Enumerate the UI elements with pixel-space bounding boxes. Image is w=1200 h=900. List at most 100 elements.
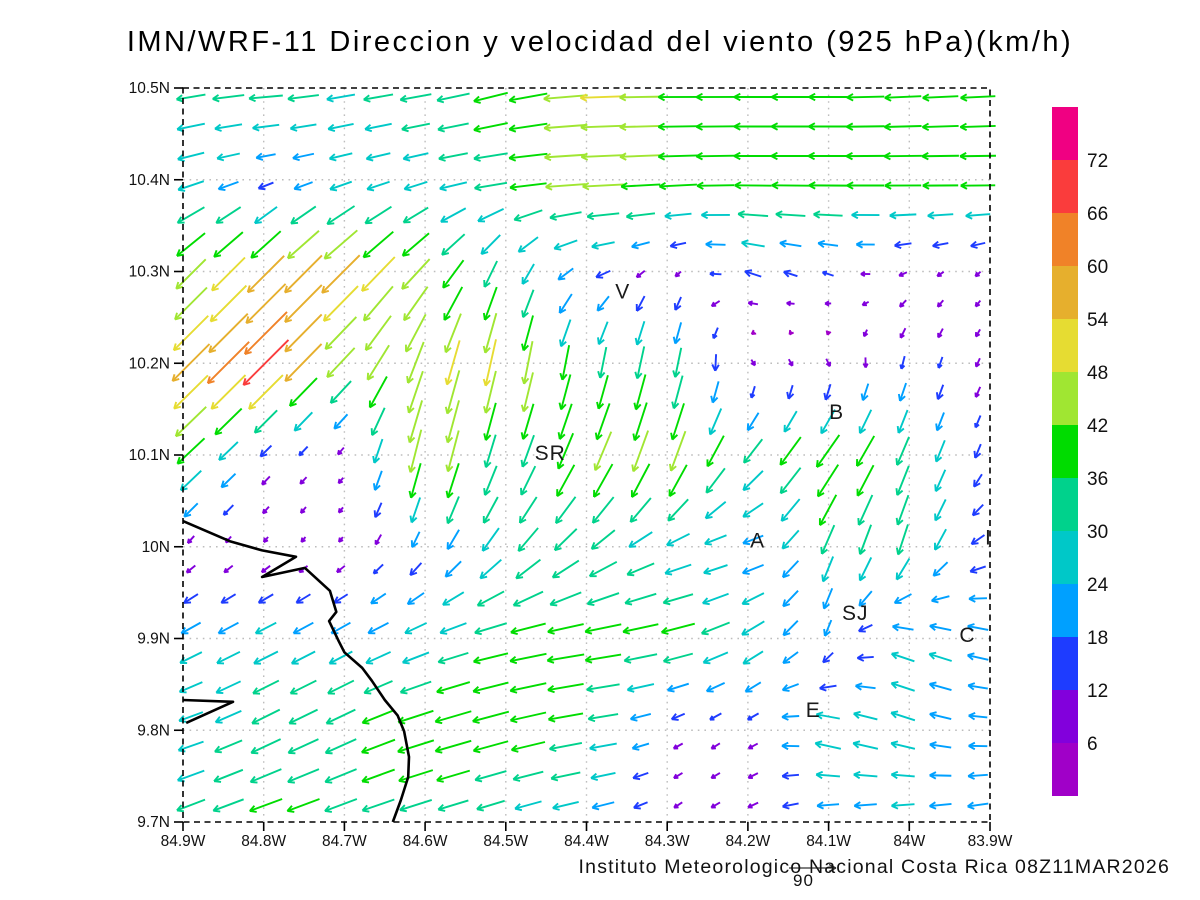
coastline-main bbox=[182, 519, 411, 823]
y-tick-label: 9.9N bbox=[137, 631, 170, 648]
station-labels: V B SR A SJ C E I bbox=[535, 281, 991, 722]
wind-arrow bbox=[445, 430, 460, 473]
chart-title: IMN/WRF-11 Direccion y velocidad del vie… bbox=[126, 26, 1074, 58]
wind-arrow bbox=[934, 469, 947, 492]
wind-arrow bbox=[402, 651, 430, 665]
wind-arrow bbox=[442, 259, 465, 289]
wind-arrow bbox=[590, 771, 616, 781]
wind-arrow bbox=[632, 402, 648, 442]
wind-arrow bbox=[547, 683, 584, 694]
wind-arrow bbox=[587, 713, 619, 723]
wind-arrow bbox=[260, 565, 271, 574]
wind-arrow bbox=[929, 741, 952, 750]
wind-arrow bbox=[782, 620, 799, 637]
station-label-e: E bbox=[806, 699, 821, 722]
wind-arrow bbox=[287, 738, 319, 755]
wind-arrow bbox=[558, 374, 572, 411]
wind-arrow bbox=[892, 623, 914, 632]
wind-arrow bbox=[517, 236, 539, 253]
wind-arrow bbox=[747, 300, 759, 307]
wind-arrow bbox=[550, 771, 581, 782]
wind-arrow bbox=[408, 462, 422, 499]
wind-arrow bbox=[324, 738, 357, 755]
wind-arrow bbox=[329, 180, 353, 192]
wind-arrow bbox=[172, 315, 209, 352]
colorbar-label: 60 bbox=[1087, 257, 1108, 278]
wind-arrow bbox=[593, 463, 614, 498]
wind-arrow bbox=[709, 712, 722, 721]
wind-arrow bbox=[702, 651, 729, 665]
wind-arrow bbox=[549, 591, 582, 607]
coastline bbox=[182, 519, 411, 823]
wind-arrow bbox=[672, 322, 683, 345]
wind-arrow bbox=[895, 436, 910, 466]
wind-arrow bbox=[822, 587, 834, 610]
wind-arrow bbox=[780, 498, 801, 522]
wind-arrow bbox=[444, 560, 462, 578]
wind-arrow bbox=[673, 772, 683, 780]
wind-arrow bbox=[695, 122, 736, 131]
wind-arrow bbox=[857, 494, 874, 526]
wind-arrow bbox=[253, 409, 278, 434]
wind-arrow bbox=[742, 650, 764, 665]
wind-arrow bbox=[509, 182, 547, 192]
y-tick-label: 9.8N bbox=[137, 722, 170, 739]
wind-arrow bbox=[368, 376, 388, 409]
y-tick-label: 10.5N bbox=[129, 80, 170, 97]
wind-arrow bbox=[180, 621, 202, 635]
wind-arrow bbox=[934, 439, 946, 463]
wind-arrow bbox=[860, 271, 871, 277]
wind-arrow bbox=[171, 343, 211, 382]
wind-arrow bbox=[436, 681, 471, 695]
wind-arrow bbox=[586, 211, 620, 221]
wind-arrow bbox=[250, 738, 282, 755]
wind-arrow bbox=[935, 384, 945, 400]
wind-arrow bbox=[630, 463, 651, 498]
wind-arrow bbox=[899, 355, 906, 370]
wind-arrow bbox=[579, 93, 627, 102]
wind-arrow bbox=[242, 339, 290, 386]
wind-arrow bbox=[862, 329, 869, 338]
wind-arrow bbox=[862, 357, 869, 369]
coastline-cape bbox=[182, 698, 235, 725]
wind-arrow bbox=[402, 206, 429, 224]
wind-arrow bbox=[215, 680, 242, 695]
wind-arrow bbox=[746, 412, 760, 432]
wind-arrow bbox=[176, 122, 205, 133]
wind-arrow bbox=[821, 556, 835, 583]
wind-arrow bbox=[823, 619, 833, 637]
wind-arrow bbox=[473, 91, 508, 104]
station-label-a: A bbox=[750, 529, 765, 552]
wind-arrow bbox=[890, 740, 916, 750]
wind-arrow bbox=[559, 319, 572, 348]
wind-arrow bbox=[931, 595, 950, 604]
wind-arrow bbox=[815, 711, 840, 720]
wind-arrow bbox=[222, 504, 234, 516]
wind-arrow bbox=[479, 558, 502, 580]
wind-arrow bbox=[884, 93, 922, 102]
wind-arrow bbox=[208, 313, 249, 354]
wind-arrow bbox=[327, 123, 354, 132]
wind-arrow bbox=[710, 381, 720, 404]
wind-arrow bbox=[206, 341, 250, 385]
wind-arrow bbox=[510, 622, 546, 636]
wind-arrow bbox=[437, 799, 469, 812]
wind-arrow bbox=[858, 590, 873, 607]
wind-arrow bbox=[934, 528, 947, 551]
wind-arrow bbox=[216, 650, 241, 665]
wind-arrow bbox=[437, 651, 469, 665]
wind-arrow bbox=[327, 679, 355, 695]
wind-arrow bbox=[338, 536, 344, 543]
wind-arrow bbox=[257, 181, 274, 191]
wind-arrow bbox=[712, 327, 719, 340]
wind-arrow bbox=[819, 683, 837, 692]
wind-arrow bbox=[472, 681, 509, 695]
wind-arrow bbox=[483, 370, 497, 414]
wind-arrow bbox=[407, 429, 423, 473]
wind-arrow bbox=[212, 798, 244, 813]
wind-arrow bbox=[673, 296, 682, 311]
wind-arrow bbox=[251, 708, 281, 725]
wind-arrow bbox=[631, 742, 650, 751]
wind-arrow bbox=[552, 801, 579, 811]
